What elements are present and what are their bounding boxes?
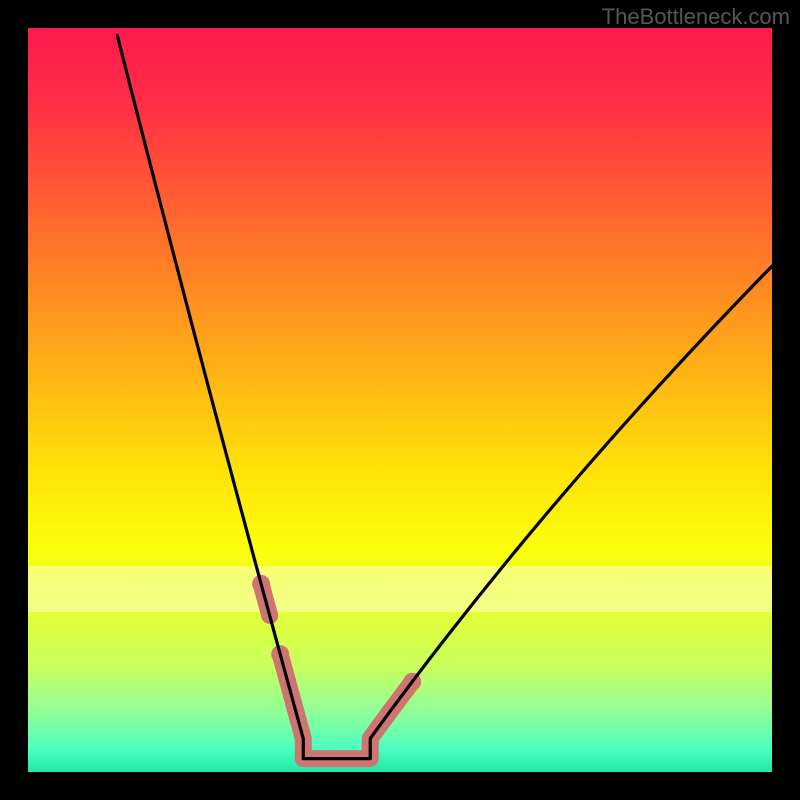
chart-svg: [0, 0, 800, 800]
bottleneck-chart: TheBottleneck.com: [0, 0, 800, 800]
watermark-text: TheBottleneck.com: [602, 4, 790, 30]
